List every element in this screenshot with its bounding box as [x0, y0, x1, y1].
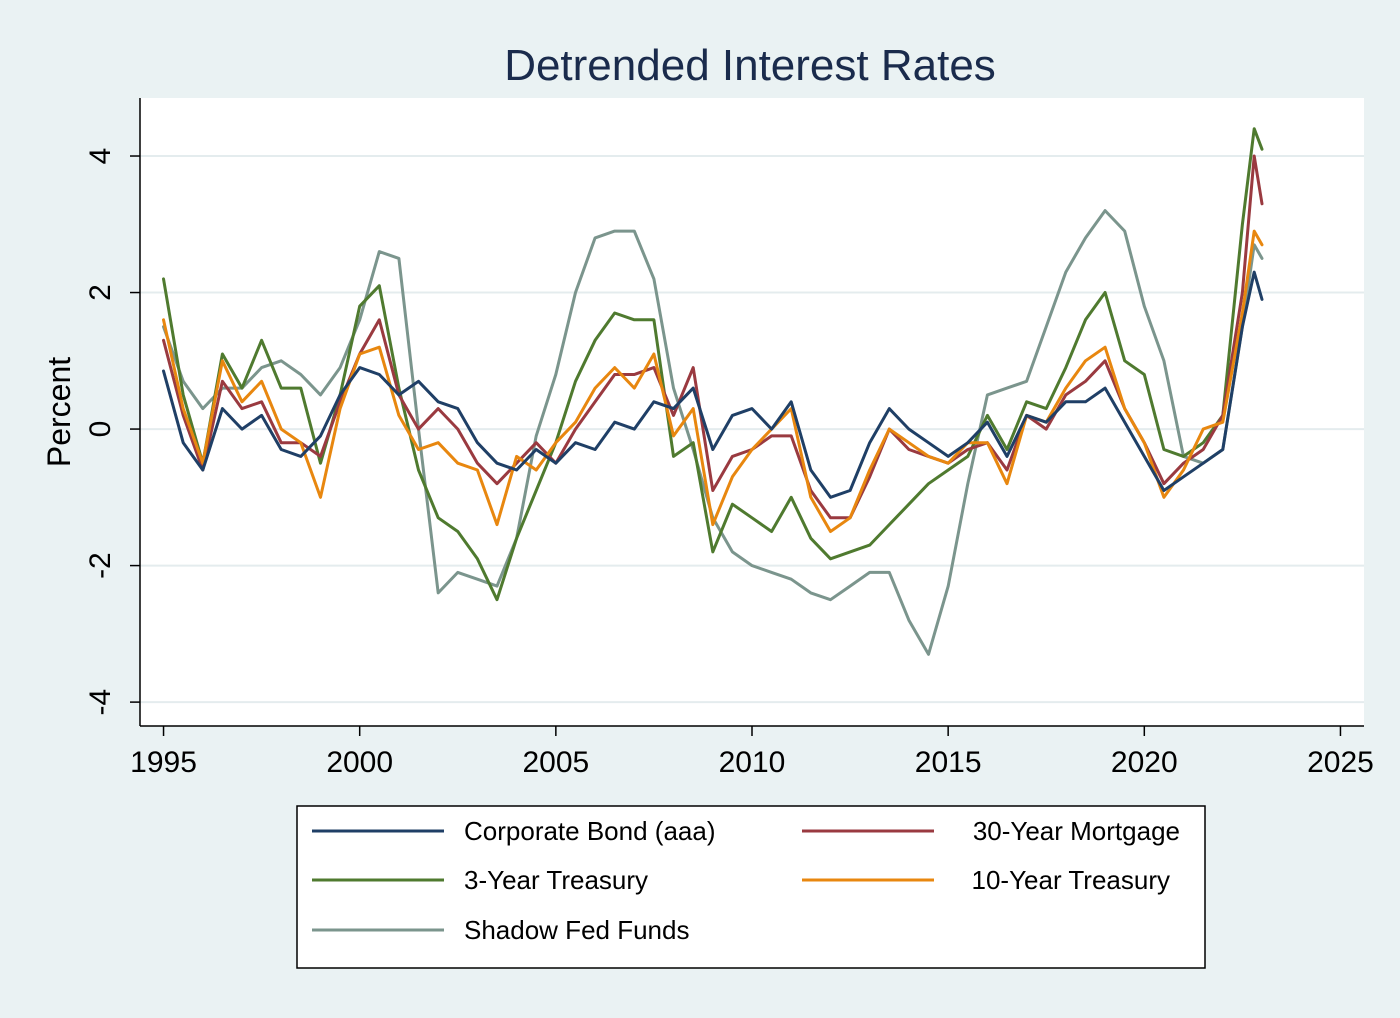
legend-label: 10-Year Treasury	[972, 865, 1170, 895]
y-tick-label: -2	[84, 552, 117, 579]
series-line-2	[162, 127, 1264, 602]
legend-box	[296, 805, 1206, 969]
x-tick-label: 2000	[326, 746, 393, 779]
x-tick-label: 2020	[1111, 746, 1178, 779]
y-tick-label: 4	[84, 148, 117, 165]
legend-label: Shadow Fed Funds	[464, 915, 689, 945]
y-tick-label: 0	[84, 421, 117, 438]
plot-area	[140, 98, 1364, 726]
y-tick-label: 2	[84, 284, 117, 301]
series-lines	[162, 127, 1264, 656]
legend: Corporate Bond (aaa) 30-Year Mortgage 3-Ye…	[296, 805, 1206, 969]
y-axis-label: Percent	[41, 357, 77, 467]
y-ticks: 4 2 0 -2 -4	[84, 148, 140, 716]
legend-label: Corporate Bond (aaa)	[464, 816, 715, 846]
legend-items: Corporate Bond (aaa) 30-Year Mortgage 3-Ye…	[312, 816, 1180, 945]
series-line-0	[162, 270, 1264, 499]
x-tick-label: 2015	[915, 746, 982, 779]
x-tick-label: 2005	[522, 746, 589, 779]
x-tick-label: 1995	[130, 746, 197, 779]
legend-label: 3-Year Treasury	[464, 865, 648, 895]
y-tick-label: -4	[84, 689, 117, 716]
x-tick-label: 2010	[719, 746, 786, 779]
chart-title: Detrended Interest Rates	[504, 41, 996, 90]
legend-label: 30-Year Mortgage	[973, 816, 1180, 846]
x-tick-label: 2025	[1307, 746, 1374, 779]
x-ticks: 1995 2000 2005 2010 2015 2020 2025	[130, 726, 1374, 779]
